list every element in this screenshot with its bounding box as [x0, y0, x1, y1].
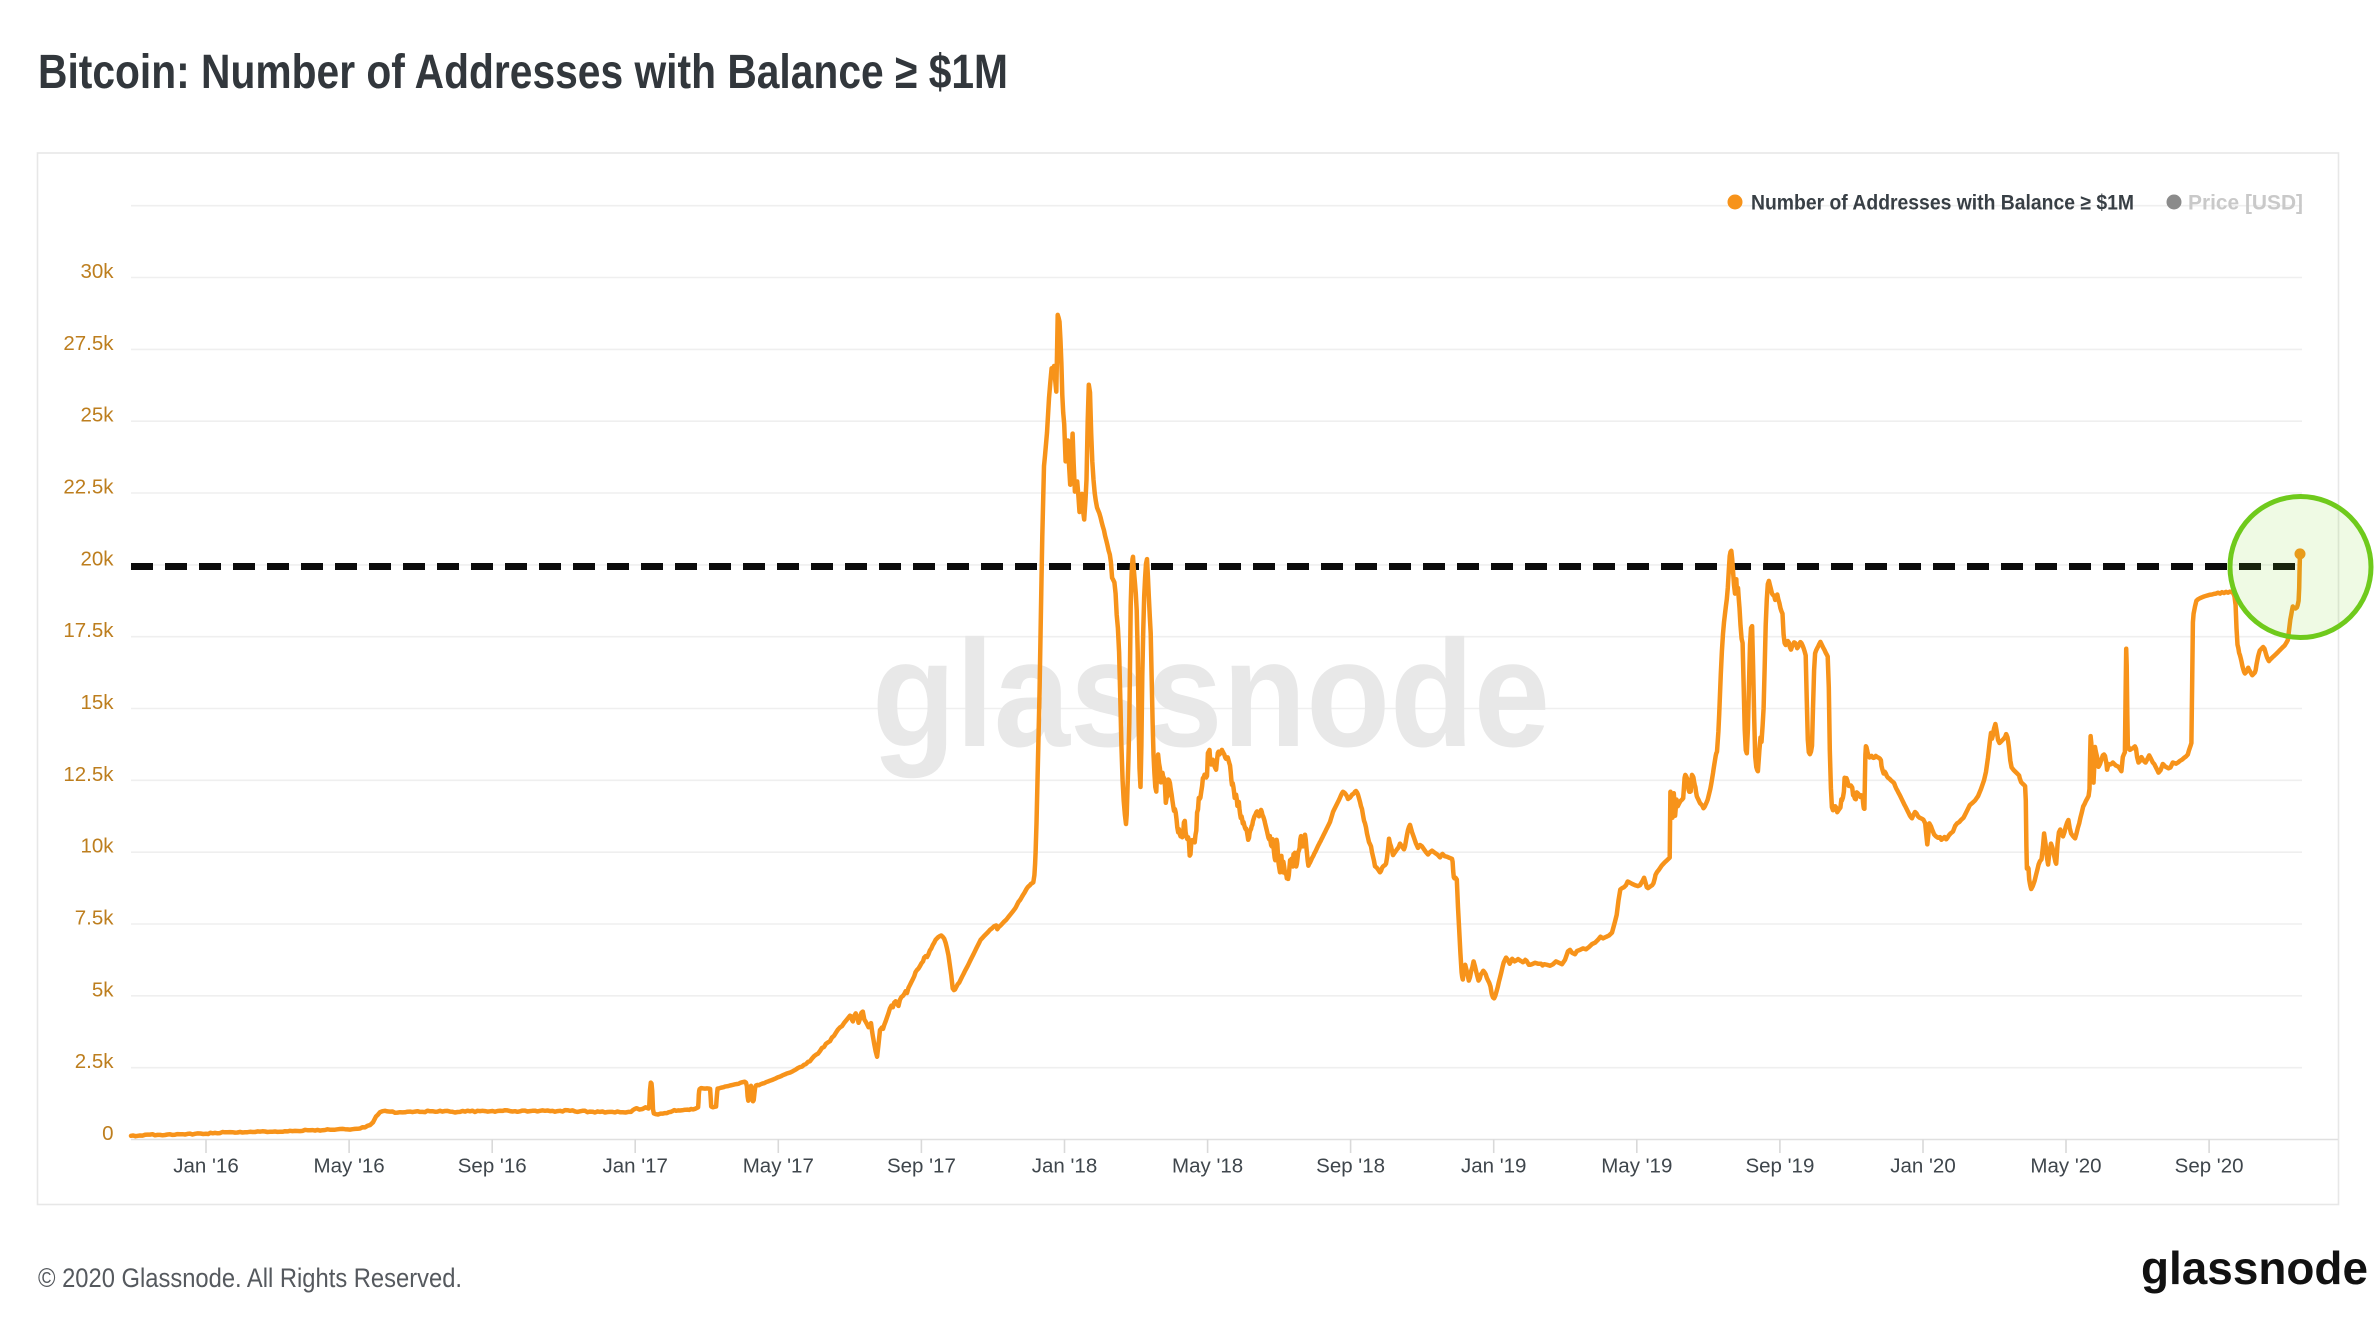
svg-text:2.5k: 2.5k	[75, 1050, 114, 1073]
svg-text:Number of Addresses with Balan: Number of Addresses with Balance ≥ $1M	[1751, 192, 2134, 215]
svg-text:Jan '20: Jan '20	[1890, 1155, 1955, 1178]
svg-text:10k: 10k	[80, 835, 114, 858]
svg-text:glassnode: glassnode	[2141, 1242, 2368, 1294]
svg-text:30k: 30k	[80, 260, 114, 283]
svg-text:Sep '19: Sep '19	[1745, 1155, 1814, 1178]
svg-text:May '16: May '16	[314, 1155, 385, 1178]
svg-text:12.5k: 12.5k	[63, 763, 114, 786]
svg-text:5k: 5k	[92, 978, 114, 1001]
svg-text:Sep '16: Sep '16	[458, 1155, 527, 1178]
svg-text:© 2020 Glassnode. All Rights R: © 2020 Glassnode. All Rights Reserved.	[38, 1263, 462, 1293]
svg-text:27.5k: 27.5k	[63, 332, 114, 355]
svg-text:15k: 15k	[80, 691, 114, 714]
svg-text:Jan '18: Jan '18	[1032, 1155, 1097, 1178]
svg-text:Bitcoin: Number of Addresses w: Bitcoin: Number of Addresses with Balanc…	[38, 45, 1008, 99]
svg-text:17.5k: 17.5k	[63, 619, 114, 642]
svg-text:May '19: May '19	[1601, 1155, 1672, 1178]
svg-text:22.5k: 22.5k	[63, 476, 114, 499]
svg-text:25k: 25k	[80, 404, 114, 427]
svg-text:Sep '17: Sep '17	[887, 1155, 956, 1178]
svg-text:0: 0	[102, 1122, 113, 1145]
svg-text:May '17: May '17	[743, 1155, 814, 1178]
svg-text:20k: 20k	[80, 547, 114, 570]
svg-text:7.5k: 7.5k	[75, 907, 114, 930]
svg-text:Price [USD]: Price [USD]	[2188, 192, 2303, 215]
svg-text:May '20: May '20	[2030, 1155, 2101, 1178]
svg-text:Sep '18: Sep '18	[1316, 1155, 1385, 1178]
svg-text:May '18: May '18	[1172, 1155, 1243, 1178]
svg-text:Jan '17: Jan '17	[602, 1155, 667, 1178]
svg-text:Jan '19: Jan '19	[1461, 1155, 1526, 1178]
svg-text:Jan '16: Jan '16	[173, 1155, 238, 1178]
svg-text:Sep '20: Sep '20	[2175, 1155, 2244, 1178]
